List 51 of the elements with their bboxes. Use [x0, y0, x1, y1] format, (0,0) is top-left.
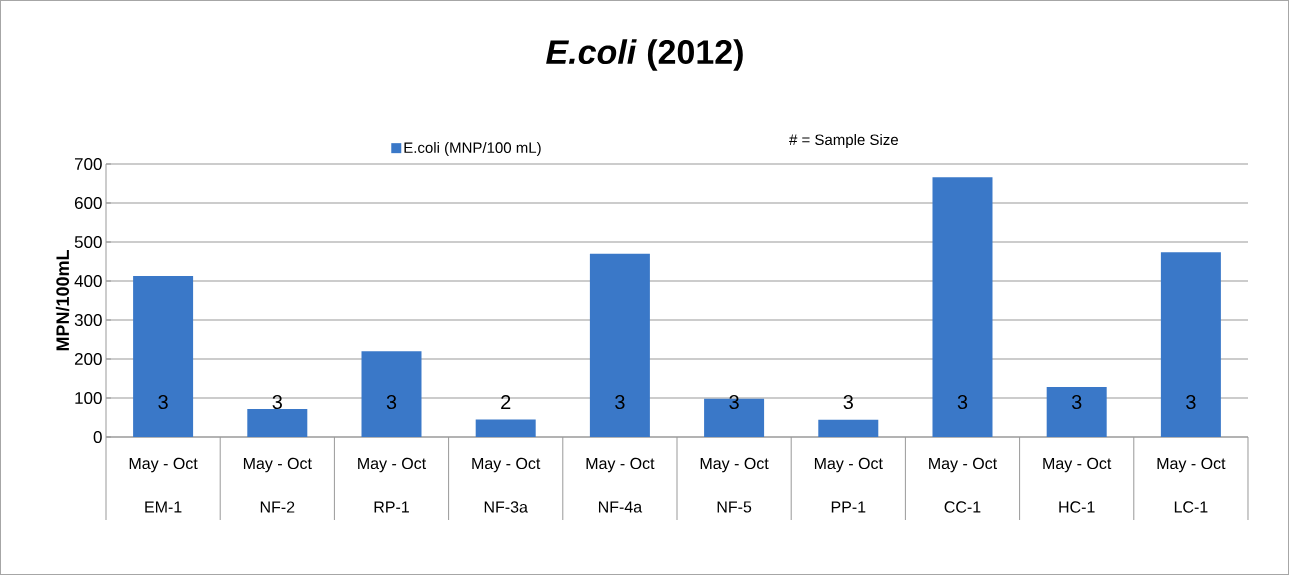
text: May - Oct: [358, 457, 427, 473]
x-tick-label: HC-1: [1059, 501, 1095, 513]
annotation: 3: [158, 394, 168, 410]
y-tick-label: 600: [74, 196, 102, 210]
bar: [1046, 387, 1107, 438]
annotation: 3: [1071, 394, 1082, 410]
y-tick-label: 0: [93, 430, 102, 444]
annotation: 2: [501, 395, 511, 409]
annotation: 3: [1186, 394, 1196, 410]
text: May - Oct: [929, 457, 998, 473]
bar: [589, 253, 650, 438]
bar: [361, 351, 422, 438]
x-tick-label: RP-1: [374, 501, 409, 513]
x-tick-label: NF-2: [260, 501, 295, 513]
text: May - Oct: [700, 457, 769, 473]
x-tick-label: NF-3a: [484, 501, 528, 513]
y-tick-label: 300: [74, 313, 102, 327]
y-tick-label: 700: [74, 157, 102, 171]
bar: [247, 408, 308, 438]
bar: [133, 275, 194, 438]
y-tick-label: 500: [74, 235, 102, 249]
text: # = Sample Size: [789, 134, 898, 148]
text: May - Oct: [243, 457, 312, 473]
legend-label: E.coli (MNP/100 mL): [404, 141, 541, 156]
y-axis-title: MPN/100mL: [55, 250, 70, 351]
bar: [932, 177, 993, 438]
y-tick-label: 400: [74, 274, 102, 288]
text: May - Oct: [586, 457, 655, 473]
y-tick-label: 100: [75, 391, 102, 405]
x-tick-label: NF-5: [717, 501, 752, 513]
bar: [1160, 252, 1221, 438]
annotation: 3: [615, 394, 625, 410]
text: May - Oct: [1157, 457, 1226, 473]
x-tick-label: PP-1: [831, 501, 866, 513]
y-tick-label: 200: [74, 352, 102, 366]
x-tick-label: NF-4a: [598, 501, 643, 513]
x-tick-label: EM-1: [145, 501, 182, 513]
annotation: 3: [386, 394, 397, 410]
x-tick-label: LC-1: [1174, 501, 1208, 513]
bar: [475, 419, 536, 438]
text: May - Oct: [472, 457, 541, 473]
bar: [818, 419, 879, 438]
annotation: 3: [843, 394, 853, 410]
text: May - Oct: [1043, 457, 1112, 473]
annotation: 3: [272, 394, 282, 410]
x-tick-label: CC-1: [944, 501, 981, 513]
annotation: 3: [957, 394, 968, 410]
chart-title: E.coli (2012): [546, 39, 743, 71]
annotation: 3: [729, 394, 739, 410]
text: May - Oct: [814, 457, 883, 473]
text: May - Oct: [129, 457, 198, 473]
